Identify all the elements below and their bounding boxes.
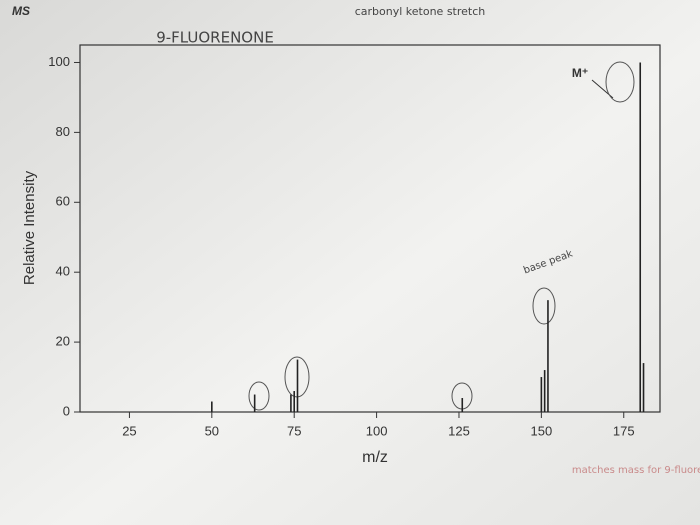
x-axis-label: m/z <box>362 449 388 466</box>
y-tick-label: 40 <box>56 264 70 279</box>
y-axis-label: Relative Intensity <box>21 170 38 285</box>
y-tick-label: 100 <box>48 54 70 69</box>
x-tick-label: 150 <box>531 423 553 438</box>
plot-frame <box>79 44 661 413</box>
x-tick-label: 25 <box>122 423 136 438</box>
header: MS <box>12 4 30 18</box>
x-tick-label: 50 <box>205 423 219 438</box>
annotation: matches mass for 9-fluorenone <box>572 465 700 476</box>
y-tick-label: 60 <box>56 194 70 209</box>
annotation: M⁺ <box>572 66 588 80</box>
x-tick-label: 100 <box>366 423 388 438</box>
x-tick-label: 75 <box>287 423 301 438</box>
y-tick-label: 0 <box>63 403 70 418</box>
x-tick-label: 125 <box>448 423 470 438</box>
annotation: carbonyl ketone stretch <box>355 5 486 18</box>
circle <box>248 381 270 411</box>
y-tick-label: 80 <box>56 124 70 139</box>
x-tick-label: 175 <box>613 423 635 438</box>
y-tick-label: 20 <box>56 334 70 349</box>
circle <box>605 61 635 103</box>
chart-title: 9-FLUORENONE <box>156 29 274 47</box>
circle <box>532 287 556 325</box>
